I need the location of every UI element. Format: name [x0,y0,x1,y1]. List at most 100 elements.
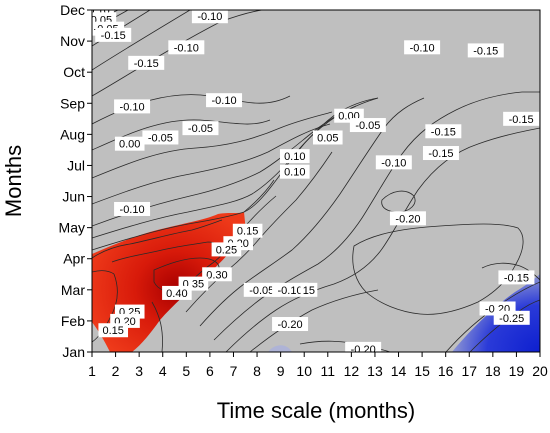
contour-label-value: 0.40 [166,288,187,300]
contour-label-background [300,282,318,297]
contour-label-value: -0.05 [188,123,213,135]
contour-label-background [202,267,232,282]
contour-label-value: -0.15 [428,148,453,160]
contour-label-value: -0.15 [134,58,159,70]
x-tick-label: 4 [159,363,167,379]
contour-line [249,289,379,352]
x-tick-label: 2 [112,363,120,379]
y-axis-title: Months [1,145,26,217]
contour-label-background [211,242,242,257]
contour-label-value: -0.05 [148,132,173,144]
x-tick-label: 11 [321,363,336,379]
contour-label: -0.25 [493,310,530,325]
contour-line [381,190,416,213]
contour-label: -0.15 [95,27,132,42]
contour-line [225,127,540,352]
contour-label-background [272,282,309,297]
contour-label: -0.10 [114,99,151,114]
x-tick-label: 5 [182,363,190,379]
contour-label: -0.20 [272,317,309,332]
contour-label-background [98,323,129,338]
y-tick-label: Apr [63,251,85,267]
contour-label: -0.15 [467,43,504,58]
contour-label-value: -0.20 [395,213,420,225]
contour-label-background [182,121,219,136]
contour-label-value: -0.15 [431,126,456,138]
contour-label-value: -0.10 [197,11,222,23]
plot-area: 0.10 0.05 -0.05 -0.15 -0.10 -0.10 -0.15 -0.10 -0… [92,10,540,352]
contour-label-background [425,124,462,139]
y-tick-label: Nov [60,33,85,49]
contour-label: 0.10 [279,149,310,164]
contour-label: -0.10 [272,282,309,297]
contour-label: 0.10 [279,164,310,179]
contour-label: -0.10 [375,155,412,170]
contour-label-background [422,146,459,161]
x-tick-label: 6 [206,363,214,379]
contour-label: -0.15 [425,124,462,139]
contour-label: -0.10 [191,10,228,24]
contour-label: -0.10 [168,40,205,55]
x-tick-label: 13 [367,363,383,379]
contour-label: -0.15 [503,111,540,126]
x-axis: 1 2 3 4 5 6 7 8 9 10 11 12 13 14 15 16 17 18 19 20 [88,352,548,379]
x-tick-label: 16 [438,363,454,379]
contour-label: -0.05 [349,118,386,133]
contour-label: -0.20 [389,211,426,226]
contour-label: -0.10 [404,40,441,55]
contour-line [92,219,223,259]
contour-label-background [232,223,263,238]
contour-label-value: 0.15 [237,226,258,238]
plot-frame [91,9,541,353]
contour-line [92,270,115,275]
contour-label-background [162,285,192,300]
contour-label: -0.10 [114,201,151,216]
contour-label-value: -0.10 [278,285,303,297]
x-tick-label: 10 [296,363,312,379]
contour-line [92,111,333,179]
contour-line [92,97,379,239]
contour-label-background [312,130,343,145]
contour-label-background [114,99,151,114]
y-tick-label: Dec [60,2,85,18]
contour-label-value: -0.15 [504,272,529,284]
y-tick-label: May [59,220,85,236]
contour-label-value: 0.10 [284,167,305,179]
contour-label-value: -0.10 [174,42,199,54]
contour-label-value: -0.10 [381,157,406,169]
contour-label: 0.30 [202,267,232,282]
contour-label-background [128,55,165,70]
contour-label-value: -0.10 [410,42,435,54]
x-tick-label: 17 [461,363,477,379]
y-tick-label: Aug [60,126,85,142]
contour-label-value: -0.05 [355,120,380,132]
contour-label-value: 0.05 [317,132,338,144]
contour-label: 0.05 [312,130,343,145]
contour-line [92,123,331,205]
contour-label-value: 0.00 [119,139,140,151]
contour-line [92,10,263,97]
contour-label-value: -0.25 [499,313,524,325]
contour-label-value: 0.15 [103,325,124,337]
contour-label: -0.05 [142,130,179,145]
x-tick-label: 15 [414,363,430,379]
contour-label-value: -0.05 [249,285,274,297]
contour-label: 0.15 [232,223,263,238]
contour-label-background [389,211,426,226]
y-tick-label: Feb [61,313,85,329]
negative-region-small [268,345,292,352]
contour-line [243,179,275,213]
y-tick-label: Sep [60,95,85,111]
x-tick-label: 7 [230,363,238,379]
contour-labels: 0.10 0.05 -0.05 -0.15 -0.10 -0.10 -0.15 -0.10 -0… [92,10,540,352]
contour-label: 0.00 [114,136,145,151]
contour-label-background [206,93,243,108]
contour-label-background [375,155,412,170]
y-tick-label: Jun [62,189,85,205]
contour-label-value: 0.30 [206,269,227,281]
contour-label-background [142,130,179,145]
contour-label-value: -0.20 [278,319,303,331]
contour-label: 0.25 [211,242,242,257]
contour-label: 0.40 [162,285,192,300]
